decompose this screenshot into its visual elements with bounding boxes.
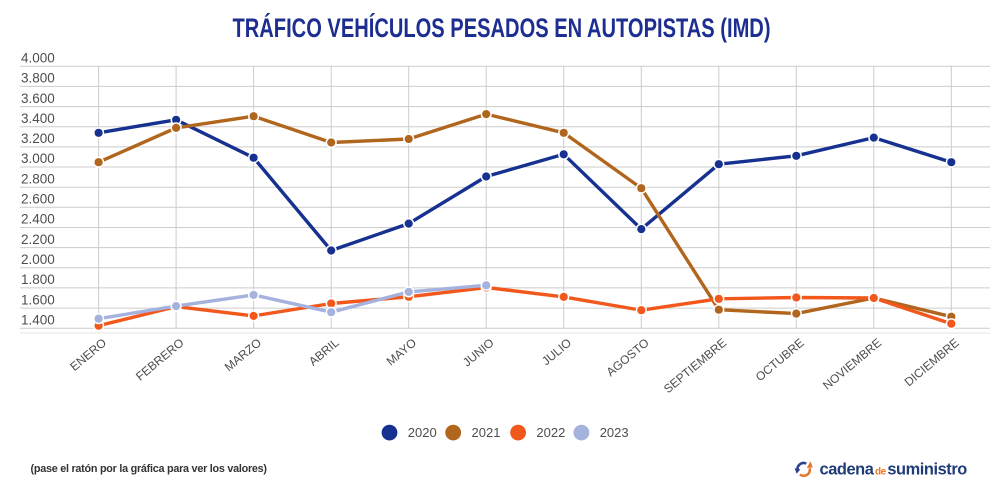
svg-text:2.800: 2.800 [21, 171, 55, 186]
svg-text:ENERO: ENERO [67, 336, 109, 374]
svg-text:NOVIEMBRE: NOVIEMBRE [820, 336, 884, 393]
svg-text:(pase el ratón por la gráfica: (pase el ratón por la gráfica para ver l… [31, 463, 268, 475]
svg-text:2.400: 2.400 [21, 212, 55, 227]
svg-text:ABRIL: ABRIL [306, 335, 342, 368]
svg-text:2.200: 2.200 [21, 232, 55, 247]
svg-text:SEPTIEMBRE: SEPTIEMBRE [661, 336, 729, 396]
svg-text:FEBRERO: FEBRERO [133, 336, 186, 384]
svg-text:MARZO: MARZO [222, 336, 264, 375]
svg-text:1.600: 1.600 [21, 292, 55, 307]
svg-text:OCTUBRE: OCTUBRE [753, 336, 807, 384]
svg-text:JULIO: JULIO [539, 336, 574, 369]
svg-text:2020: 2020 [408, 425, 437, 440]
svg-text:3.400: 3.400 [21, 111, 55, 126]
svg-text:2.000: 2.000 [21, 252, 55, 267]
svg-text:4.000: 4.000 [21, 51, 55, 66]
svg-text:3.600: 3.600 [21, 91, 55, 106]
svg-text:MAYO: MAYO [384, 336, 419, 369]
svg-text:2023: 2023 [600, 425, 629, 440]
svg-text:2021: 2021 [472, 425, 501, 440]
svg-text:3.800: 3.800 [21, 71, 55, 86]
svg-text:AGOSTO: AGOSTO [604, 336, 652, 380]
svg-text:2022: 2022 [536, 425, 565, 440]
svg-text:1.800: 1.800 [21, 272, 55, 287]
svg-text:DICIEMBRE: DICIEMBRE [902, 336, 962, 390]
svg-text:2.600: 2.600 [21, 192, 55, 207]
svg-text:3.200: 3.200 [21, 131, 55, 146]
svg-text:1.400: 1.400 [21, 312, 55, 327]
svg-text:JUNIO: JUNIO [460, 336, 497, 370]
svg-text:TRÁFICO VEHÍCULOS PESADOS EN A: TRÁFICO VEHÍCULOS PESADOS EN AUTOPISTAS … [232, 12, 770, 44]
svg-text:3.000: 3.000 [21, 151, 55, 166]
